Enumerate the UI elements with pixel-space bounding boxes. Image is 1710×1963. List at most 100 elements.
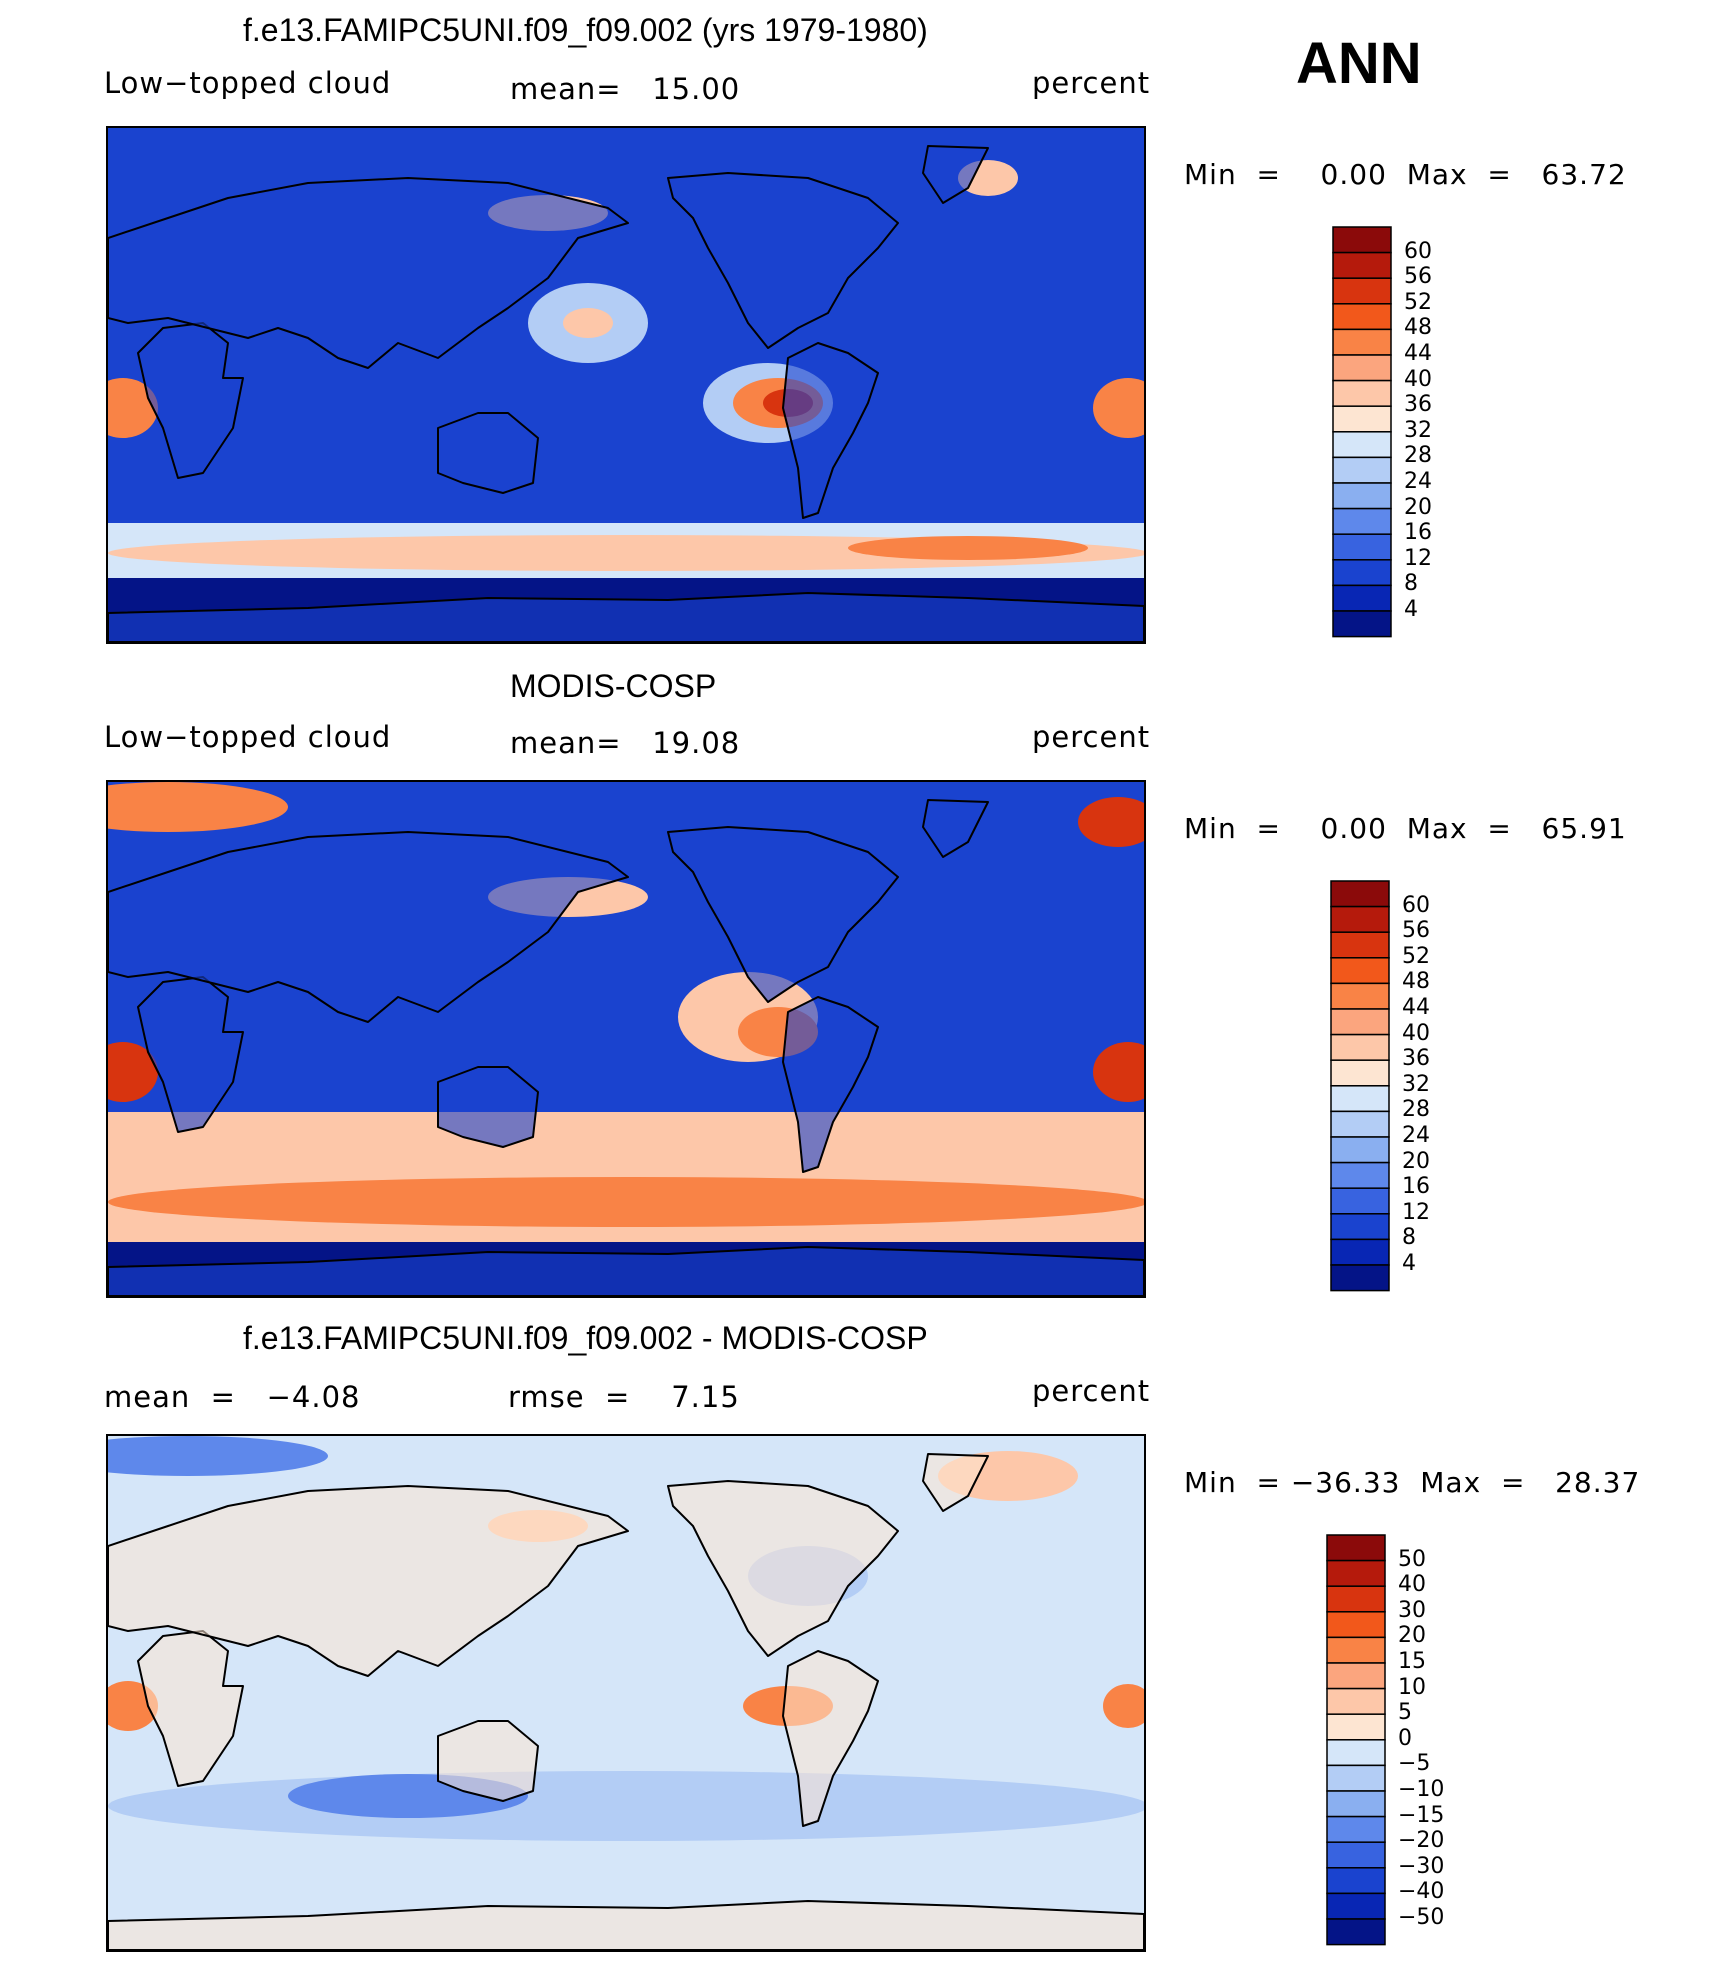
colorbar-tick-label: −30 <box>1398 1853 1445 1879</box>
colorbar-tick-label: 4 <box>1402 1251 1416 1276</box>
panel-2-map <box>106 780 1146 1298</box>
coastline <box>108 1485 629 1677</box>
colorbar-tick-label: −40 <box>1398 1879 1445 1905</box>
colorbar-swatch <box>1332 328 1392 356</box>
colorbar-swatch <box>1330 1085 1390 1113</box>
colorbar-tick-label: 12 <box>1404 545 1432 571</box>
colorbar-tick-label: 56 <box>1404 264 1432 290</box>
colorbar-swatch <box>1326 1559 1386 1587</box>
panel-3-units-label: percent <box>1032 1374 1151 1408</box>
colorbar-swatch <box>1332 354 1392 382</box>
colorbar-tick-label: 36 <box>1402 1046 1430 1072</box>
colorbar-tick-label: 8 <box>1404 571 1418 597</box>
colorbar-swatch <box>1332 431 1392 459</box>
panel-3-rmse-label: rmse = 7.15 <box>508 1380 740 1414</box>
colorbar-tick-label: 28 <box>1404 443 1432 469</box>
colorbar-swatch <box>1330 1033 1390 1061</box>
colorbar-tick-label: 50 <box>1398 1546 1426 1572</box>
colorbar-tick-label: 15 <box>1398 1649 1426 1674</box>
colorbar-swatch <box>1332 226 1392 254</box>
colorbar-tick-label: 56 <box>1402 918 1430 944</box>
colorbar-tick-label: 20 <box>1398 1623 1426 1649</box>
colorbar-tick-label: 44 <box>1402 995 1430 1020</box>
colorbar-tick-label: −15 <box>1398 1802 1445 1828</box>
colorbar-tick-label: 16 <box>1402 1174 1430 1200</box>
season-label: ANN <box>1296 31 1422 96</box>
coastline <box>108 592 1144 642</box>
colorbar-tick-label: −50 <box>1398 1905 1445 1930</box>
panel-2-variable-label: Low−topped cloud <box>104 720 392 754</box>
colorbar-tick-label: 10 <box>1398 1674 1426 1700</box>
colorbar-swatch <box>1332 533 1392 561</box>
colorbar-swatch <box>1326 1662 1386 1690</box>
colorbar-swatch <box>1332 251 1392 279</box>
colorbar-swatch <box>1332 277 1392 305</box>
colorbar-tick-label: 5 <box>1398 1700 1412 1726</box>
colorbar-swatch <box>1332 507 1392 535</box>
colorbar-tick-label: 32 <box>1404 417 1432 443</box>
colorbar-swatch <box>1330 880 1390 908</box>
colorbar-tick-label: 60 <box>1404 238 1432 264</box>
coastline <box>108 1246 1144 1296</box>
colorbar-swatch <box>1326 1739 1386 1767</box>
colorbar-tick-label: 8 <box>1402 1225 1416 1251</box>
colorbar-tick-label: 12 <box>1402 1199 1430 1225</box>
colorbar-swatch <box>1326 1841 1386 1869</box>
colorbar-tick-label: 40 <box>1402 1020 1430 1046</box>
coastline <box>782 1650 879 1827</box>
colorbar-swatch <box>1326 1790 1386 1818</box>
colorbar-swatch <box>1326 1636 1386 1664</box>
colorbar-tick-label: 30 <box>1398 1597 1426 1623</box>
colorbar-swatch <box>1326 1713 1386 1741</box>
panel-3-title: f.e13.FAMIPC5UNI.f09_f09.002 - MODIS-COS… <box>243 1320 928 1356</box>
colorbar-swatch <box>1332 405 1392 433</box>
colorbar-swatch <box>1332 303 1392 331</box>
panel-3-mean-label: mean = −4.08 <box>104 1380 361 1414</box>
colorbar-swatch <box>1326 1585 1386 1613</box>
colorbar-tick-label: 28 <box>1402 1097 1430 1123</box>
coastline <box>782 996 879 1173</box>
colorbar-swatch <box>1326 1892 1386 1920</box>
panel-1-mean-label: mean= 15.00 <box>510 72 741 106</box>
coastline <box>437 1720 539 1802</box>
panel-1-minmax: Min = 0.00 Max = 63.72 <box>1184 158 1627 191</box>
colorbar-tick-label: 44 <box>1404 341 1432 366</box>
colorbar-tick-label: 52 <box>1404 289 1432 315</box>
colorbar-tick-label: 60 <box>1402 892 1430 918</box>
colorbar-swatch <box>1330 1264 1390 1292</box>
colorbar-swatch <box>1326 1764 1386 1792</box>
colorbar-swatch <box>1330 905 1390 933</box>
coastline <box>782 342 879 519</box>
panel-1-title: f.e13.FAMIPC5UNI.f09_f09.002 (yrs 1979-1… <box>243 12 928 48</box>
colorbar-tick-label: 24 <box>1404 469 1432 494</box>
colorbar-swatch <box>1326 1867 1386 1895</box>
colorbar-swatch <box>1332 559 1392 587</box>
colorbar-swatch <box>1330 1136 1390 1164</box>
colorbar-swatch <box>1330 982 1390 1010</box>
colorbar-swatch <box>1326 1687 1386 1715</box>
colorbar-tick-label: −5 <box>1398 1751 1431 1777</box>
colorbar-swatch <box>1332 584 1392 612</box>
coastline <box>667 1480 899 1657</box>
colorbar-tick-label: 24 <box>1402 1123 1430 1148</box>
colorbar-swatch <box>1332 610 1392 638</box>
colorbar-swatch <box>1326 1815 1386 1843</box>
colorbar-swatch <box>1332 379 1392 407</box>
colorbar-swatch <box>1330 1059 1390 1087</box>
colorbar-swatch <box>1330 1110 1390 1138</box>
coastline <box>667 172 899 349</box>
colorbar-tick-label: 40 <box>1398 1572 1426 1598</box>
panel-2-mean-label: mean= 19.08 <box>510 726 741 760</box>
panel-2-minmax: Min = 0.00 Max = 65.91 <box>1184 812 1627 845</box>
colorbar-tick-label: 20 <box>1404 494 1432 520</box>
colorbar-swatch <box>1326 1918 1386 1946</box>
colorbar-swatch <box>1330 957 1390 985</box>
colorbar-tick-label: 16 <box>1404 520 1432 546</box>
colorbar-swatch <box>1330 1161 1390 1189</box>
colorbar-swatch <box>1326 1534 1386 1562</box>
colorbar-tick-label: 48 <box>1402 969 1430 995</box>
colorbar-swatch <box>1330 1238 1390 1266</box>
colorbar-tick-label: 48 <box>1404 315 1432 341</box>
colorbar-tick-label: 0 <box>1398 1725 1412 1751</box>
colorbar-swatch <box>1330 1187 1390 1215</box>
